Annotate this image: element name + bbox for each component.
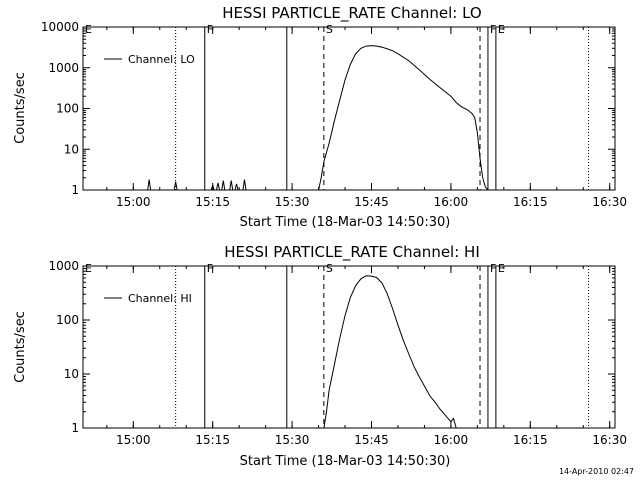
x-tick-label: 15:15 bbox=[195, 433, 230, 447]
y-tick-label: 1 bbox=[71, 183, 79, 197]
noise-spike bbox=[173, 181, 178, 191]
legend: Channel: LO bbox=[104, 53, 195, 66]
data-layer bbox=[147, 45, 489, 191]
tick-layer: 15:00 15:15 15:30 15:45 16:00 16:15 16:30 1 10 10… bbox=[41, 20, 627, 209]
event-marker-label: F bbox=[207, 23, 213, 36]
event-marker-label: E bbox=[498, 23, 505, 36]
noise-spike bbox=[242, 179, 247, 191]
chart-title: HESSI PARTICLE_RATE Channel: HI bbox=[224, 243, 480, 262]
y-tick-label: 10 bbox=[64, 367, 79, 381]
legend: Channel: HI bbox=[104, 292, 192, 305]
x-tick-label: 15:45 bbox=[354, 195, 389, 209]
x-tick-label: 16:30 bbox=[592, 433, 627, 447]
x-tick-label: 15:15 bbox=[195, 195, 230, 209]
timestamp: 14-Apr-2010 02:47 bbox=[558, 467, 634, 476]
noise-spike bbox=[147, 179, 152, 191]
y-axis-label: Counts/sec bbox=[13, 72, 28, 144]
x-tick-label: 16:00 bbox=[434, 433, 469, 447]
plot-frame bbox=[82, 265, 616, 429]
noise-spike bbox=[229, 180, 234, 191]
event-marker-label: F bbox=[490, 23, 496, 36]
chart-title: HESSI PARTICLE_RATE Channel: LO bbox=[222, 4, 481, 23]
noise-spike bbox=[215, 182, 220, 191]
x-axis-label: Start Time (18-Mar-03 14:50:30) bbox=[240, 215, 451, 230]
y-tick-label: 1000 bbox=[48, 259, 79, 273]
event-marker-label: F bbox=[490, 262, 496, 275]
event-marker-label: S bbox=[326, 23, 333, 36]
x-tick-label: 16:15 bbox=[513, 195, 548, 209]
event-marker-label: E bbox=[85, 262, 92, 275]
x-tick-label: 16:00 bbox=[434, 195, 469, 209]
event-marker-label: E bbox=[498, 262, 505, 275]
x-tick-label: 15:30 bbox=[275, 195, 310, 209]
x-tick-label: 15:00 bbox=[116, 433, 151, 447]
noise-spike bbox=[234, 183, 239, 191]
x-tick-label: 15:30 bbox=[275, 433, 310, 447]
y-tick-label: 10 bbox=[64, 142, 79, 156]
series-line bbox=[323, 275, 457, 429]
event-marker-label: S bbox=[326, 262, 333, 275]
x-axis-label: Start Time (18-Mar-03 14:50:30) bbox=[240, 454, 451, 469]
plot-frame bbox=[82, 26, 616, 191]
event-marker-label: F bbox=[207, 262, 213, 275]
x-tick-label: 15:00 bbox=[116, 195, 151, 209]
series-line bbox=[318, 45, 489, 191]
legend-label: Channel: LO bbox=[128, 53, 195, 66]
data-layer bbox=[323, 275, 457, 429]
y-tick-label: 1000 bbox=[48, 61, 79, 75]
x-tick-label: 16:15 bbox=[513, 433, 548, 447]
y-tick-label: 100 bbox=[56, 102, 79, 116]
y-tick-label: 100 bbox=[56, 313, 79, 327]
y-axis-label: Counts/sec bbox=[13, 311, 28, 383]
y-tick-label: 1 bbox=[71, 421, 79, 435]
x-tick-label: 16:30 bbox=[592, 195, 627, 209]
noise-spike bbox=[221, 180, 226, 191]
event-marker-label: E bbox=[85, 23, 92, 36]
x-tick-label: 15:45 bbox=[354, 433, 389, 447]
legend-label: Channel: HI bbox=[128, 292, 192, 305]
tick-layer: 15:00 15:15 15:30 15:45 16:00 16:15 16:30 1 10 10… bbox=[48, 259, 627, 447]
y-tick-label: 10000 bbox=[41, 20, 79, 34]
